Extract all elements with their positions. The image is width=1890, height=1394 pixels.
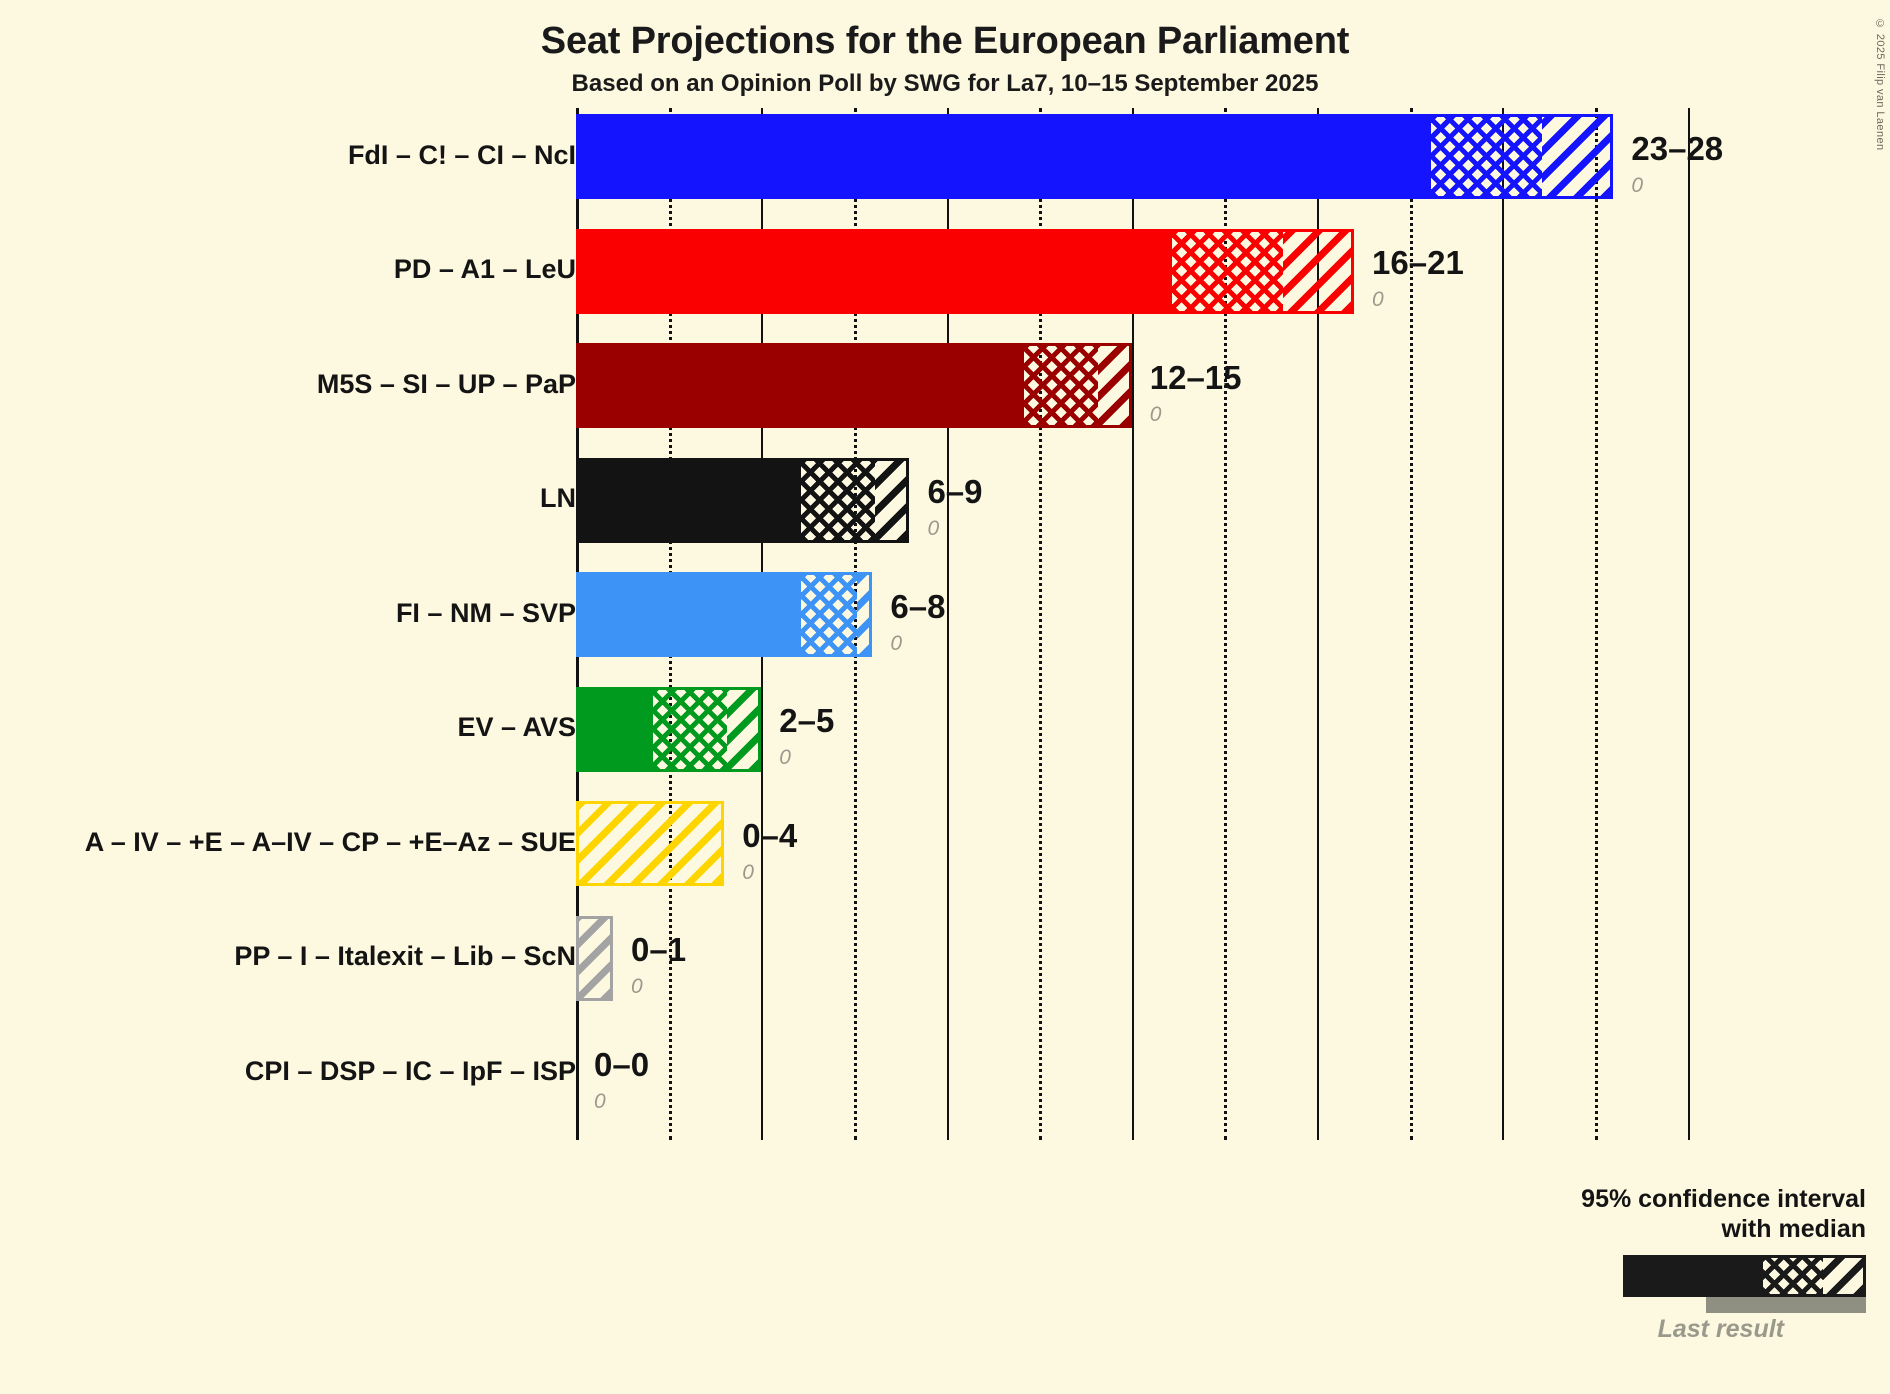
- row-label-8: CPI – DSP – IC – IpF – ISP: [244, 1055, 576, 1086]
- gridline-minor: [1594, 108, 1598, 1140]
- last-result-label-8: 0: [594, 1089, 606, 1113]
- legend-title-line2: with median: [1721, 1214, 1866, 1243]
- gridline-major: [946, 108, 949, 1140]
- bar-segment-median: [1171, 231, 1283, 311]
- chart-row: PD – A1 – LeU 16–21 0: [0, 228, 1890, 314]
- bar-segment-median: [801, 460, 876, 540]
- legend-title: 95% confidence interval with median: [1446, 1185, 1866, 1244]
- chart-row: PP – I – Italexit – Lib – ScN 0–1 0: [0, 915, 1890, 1001]
- legend-segment-median: [1763, 1258, 1823, 1294]
- chart-row: M5S – SI – UP – PaP 12–15 0: [0, 343, 1890, 428]
- bar-segment-upper-bound: [1097, 346, 1129, 425]
- range-label-3: 6–9: [927, 473, 983, 510]
- bar-segment-median: [801, 575, 857, 654]
- chart-row: LN 6–9 0: [0, 457, 1890, 543]
- gridline-major: [1131, 108, 1134, 1140]
- bar-segment-median: [1023, 346, 1098, 425]
- row-label-6: A – IV – +E – A–IV – CP – +E–Az – SUE: [84, 826, 576, 857]
- bar-segment-lower-bound: [579, 346, 1024, 425]
- last-result-label-4: 0: [890, 631, 903, 655]
- bar-0: [576, 114, 1614, 199]
- chart-row: FI – NM – SVP 6–8 0: [0, 572, 1890, 657]
- bar-segment-lower-bound: [579, 575, 802, 654]
- bar-segment-median: [1431, 117, 1543, 196]
- bar-segment-upper-bound: [856, 575, 870, 654]
- gridline-major: [1502, 108, 1505, 1140]
- bar-7: [576, 915, 614, 1001]
- plot-area: FdI – C! – CI – NcI 23–28 0 PD – A1 – LeU 16…: [0, 108, 1890, 1140]
- legend-last-result-label: Last result: [1657, 1315, 1784, 1343]
- bar-segment-upper-bound: [1282, 231, 1352, 311]
- legend-sample-bar: [1623, 1255, 1866, 1297]
- last-result-label-3: 0: [927, 517, 940, 540]
- row-label-0: FdI – C! – CI – NcI: [347, 139, 576, 170]
- chart-row: FdI – C! – CI – NcI 23–28 0: [0, 114, 1890, 199]
- bar-segment-lower-bound: [579, 689, 654, 769]
- chart-row: EV – AVS 2–5 0: [0, 686, 1890, 772]
- copyright-notice: © 2025 Filip van Laenen: [1874, 18, 1886, 151]
- last-result-label-0: 0: [1631, 173, 1644, 197]
- bar-3: [576, 457, 910, 543]
- gridline-minor: [1409, 108, 1413, 1140]
- bar-segment-upper-bound: [579, 918, 611, 998]
- range-label-8: 0–0: [594, 1045, 650, 1083]
- legend-last-result-bar: [1706, 1297, 1866, 1313]
- last-result-label-5: 0: [779, 746, 791, 769]
- row-label-1: PD – A1 – LeU: [393, 254, 576, 284]
- chart-subtitle: Based on an Opinion Poll by SWG for La7,…: [571, 70, 1319, 97]
- page-title: Seat Projections for the European Parlia…: [540, 20, 1350, 62]
- last-result-label-1: 0: [1372, 288, 1384, 311]
- bar-segment-lower-bound: [579, 231, 1172, 311]
- row-label-7: PP – I – Italexit – Lib – ScN: [234, 941, 576, 971]
- legend-segment-upper-bound: [1822, 1258, 1863, 1294]
- last-result-label-6: 0: [742, 860, 754, 884]
- chart-row: CPI – DSP – IC – IpF – ISP 0–0 0: [0, 1030, 1890, 1115]
- bar-segment-median: [653, 689, 728, 769]
- gridline-minor: [1224, 108, 1228, 1140]
- gridline-minor: [1039, 108, 1043, 1140]
- chart-row: A – IV – +E – A–IV – CP – +E–Az – SUE 0–4…: [0, 801, 1890, 886]
- bar-5: [576, 686, 762, 772]
- range-label-2: 12–15: [1149, 358, 1242, 396]
- row-label-5: EV – AVS: [457, 712, 576, 742]
- bar-segment-lower-bound: [579, 460, 802, 540]
- range-label-4: 6–8: [890, 587, 946, 625]
- bar-segment-upper-bound: [579, 804, 722, 883]
- range-label-0: 23–28: [1631, 129, 1724, 167]
- bar-4: [576, 572, 873, 657]
- bar-1: [576, 228, 1355, 314]
- range-label-6: 0–4: [742, 816, 798, 854]
- chart-legend: 95% confidence interval with median Last…: [1446, 1185, 1866, 1344]
- bar-segment-upper-bound: [1542, 117, 1611, 196]
- range-label-7: 0–1: [631, 931, 687, 968]
- bar-segment-lower-bound: [579, 117, 1432, 196]
- bar-2: [576, 343, 1132, 428]
- last-result-label-2: 0: [1149, 402, 1162, 426]
- legend-segment-lower-bound: [1626, 1258, 1764, 1294]
- legend-title-line1: 95% confidence interval: [1581, 1185, 1866, 1213]
- range-label-5: 2–5: [779, 702, 835, 739]
- range-label-1: 16–21: [1372, 244, 1464, 281]
- gridline-major: [1687, 108, 1690, 1140]
- bar-segment-upper-bound: [875, 460, 907, 540]
- gridline-major: [1317, 108, 1319, 1140]
- row-label-4: FI – NM – SVP: [395, 597, 576, 628]
- bar-6: [576, 801, 725, 886]
- row-label-2: M5S – SI – UP – PaP: [316, 368, 576, 399]
- bar-segment-upper-bound: [727, 689, 759, 769]
- row-label-3: LN: [540, 483, 576, 513]
- last-result-label-7: 0: [631, 975, 643, 998]
